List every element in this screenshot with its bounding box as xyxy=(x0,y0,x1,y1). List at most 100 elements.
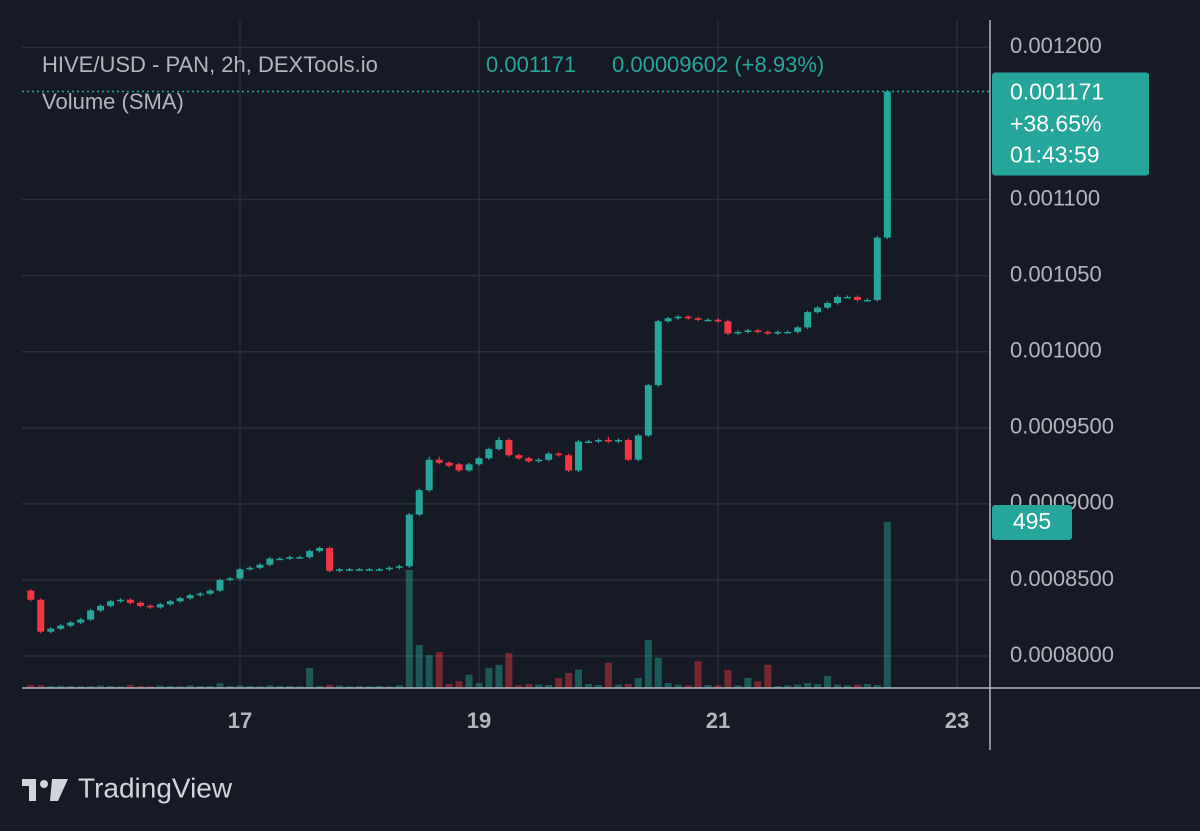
candle-body xyxy=(365,569,373,571)
candle-body xyxy=(744,330,752,332)
candle-body xyxy=(116,599,124,602)
chart-title: HIVE/USD - PAN, 2h, DEXTools.io xyxy=(42,52,378,77)
candle-body xyxy=(804,312,812,328)
candle-body xyxy=(814,307,822,313)
volume-bar xyxy=(97,685,105,688)
volume-bar xyxy=(445,683,453,688)
candle-body xyxy=(186,595,194,599)
candle-body xyxy=(385,567,393,570)
volume-bar xyxy=(515,685,523,688)
candle-body xyxy=(395,566,403,568)
axes-layer: 0.001200 0.001100 0.001050 0.001000 0.000950… xyxy=(228,33,1114,733)
candle-body xyxy=(764,331,772,334)
volume-bar xyxy=(704,684,712,688)
price-tag xyxy=(992,72,1149,176)
candle-body xyxy=(375,569,383,571)
volume-tag xyxy=(992,505,1072,541)
volume-bar xyxy=(475,682,483,688)
volume-bar xyxy=(495,664,503,688)
candle-body xyxy=(445,462,453,466)
y-tick-label: 0.001200 xyxy=(1010,33,1102,58)
volume-bar xyxy=(505,653,513,688)
candle-body xyxy=(594,439,602,442)
volume-bar xyxy=(634,677,642,688)
y-tick-label: 0.0008000 xyxy=(1010,642,1114,667)
volume-bar xyxy=(555,677,563,688)
candle-body xyxy=(276,558,284,561)
price-change: 0.00009602 (+8.93%) xyxy=(612,52,824,77)
candle-body xyxy=(784,331,792,334)
candle-body xyxy=(495,439,503,450)
volume-bar xyxy=(724,669,732,688)
volume-bar xyxy=(286,685,294,688)
candle-body xyxy=(475,458,483,465)
volume-bar xyxy=(525,683,533,688)
volume-bar xyxy=(156,685,164,688)
candle-body xyxy=(166,601,174,605)
price-tag-change: +38.65% xyxy=(1010,111,1101,137)
volume-bar xyxy=(346,686,354,688)
candle-body xyxy=(485,449,493,459)
candle-body xyxy=(236,569,244,579)
volume-bar xyxy=(654,657,662,688)
candle-body xyxy=(644,385,652,436)
candle-body xyxy=(873,237,881,300)
volume-bar xyxy=(266,685,274,688)
volume-tag-value: 495 xyxy=(1013,508,1051,534)
candle-body xyxy=(435,459,443,463)
candle-body xyxy=(107,601,115,606)
candle-body xyxy=(77,619,85,623)
volume-bar xyxy=(146,686,154,688)
candle-body xyxy=(246,567,254,570)
candle-body xyxy=(136,602,144,606)
candle-body xyxy=(843,296,851,299)
volume-bar xyxy=(764,664,772,688)
volume-bar xyxy=(585,683,593,688)
volume-bar xyxy=(853,684,861,688)
candle-body xyxy=(465,464,473,471)
candle-body xyxy=(754,330,762,332)
volume-bar xyxy=(565,672,573,688)
x-tick-label: 17 xyxy=(228,708,252,733)
logo-mark xyxy=(50,779,68,801)
candle-body xyxy=(27,590,35,600)
volume-bar xyxy=(226,685,234,688)
x-tick-label: 23 xyxy=(945,708,969,733)
candle-body xyxy=(794,327,802,332)
volume-bar xyxy=(435,652,443,688)
candle-body xyxy=(634,435,642,460)
candle-body xyxy=(575,441,583,471)
candle-body xyxy=(834,296,842,304)
price-tag-countdown: 01:43:59 xyxy=(1010,142,1100,168)
candle-body xyxy=(156,604,164,608)
price-tag-value: 0.001171 xyxy=(1010,79,1104,105)
volume-bar xyxy=(734,685,742,688)
candle-body xyxy=(97,605,105,611)
volume-bar xyxy=(176,686,184,688)
volume-bar xyxy=(873,684,881,688)
grid xyxy=(22,20,990,688)
volume-bar xyxy=(136,685,144,688)
volume-bar xyxy=(545,684,553,688)
y-tick-label: 0.001100 xyxy=(1010,185,1100,210)
logo-mark xyxy=(40,780,48,788)
candle-body xyxy=(226,578,234,580)
candle-body xyxy=(87,610,95,620)
candle-body xyxy=(515,455,523,459)
volume-bar xyxy=(47,685,55,688)
candle-body xyxy=(535,459,543,462)
volume-bar xyxy=(37,685,45,688)
volume-bar xyxy=(814,683,822,688)
volume-bar xyxy=(684,685,692,688)
volume-bar xyxy=(57,685,65,688)
volume-bar xyxy=(614,684,622,688)
volume-bar xyxy=(784,685,792,688)
volume-bar xyxy=(375,685,383,688)
volume-bar xyxy=(425,655,433,688)
logo: TradingView xyxy=(22,772,233,803)
volume-bar xyxy=(604,662,612,688)
volume-bar xyxy=(395,685,403,688)
volume-bar xyxy=(883,522,891,688)
volume-bar xyxy=(405,569,413,688)
candle-body xyxy=(316,548,324,552)
